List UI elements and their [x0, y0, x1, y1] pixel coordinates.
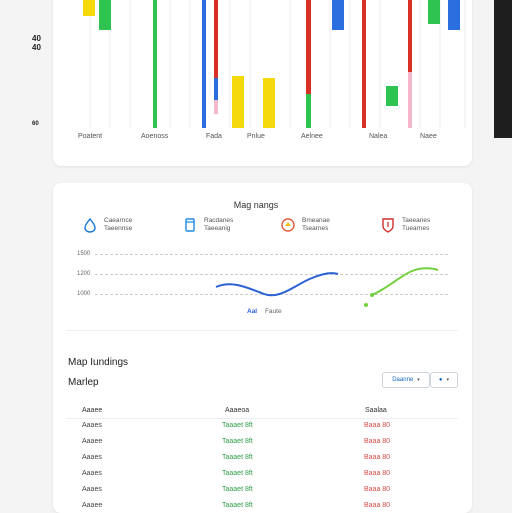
bar [386, 86, 398, 106]
table-cell: Taaaet 8ft [222, 454, 253, 461]
table-cell: Aaaee [82, 438, 103, 445]
bar [448, 0, 460, 30]
bar [332, 0, 344, 30]
x-axis-label: Naee [420, 133, 437, 140]
table-cell: Aaaes [82, 486, 102, 493]
series-point [364, 303, 368, 307]
stat-item: Taeeanes Tuearnes [380, 217, 430, 233]
bar [306, 94, 311, 128]
side-label: 60 [32, 121, 39, 127]
legend-item: Faute [264, 308, 282, 315]
warning-icon [281, 218, 295, 232]
bar [214, 0, 218, 78]
table-cell: Baaa 80 [364, 422, 391, 429]
table-cell: Aaaes [82, 422, 102, 429]
table-cell: Baaa 80 [364, 438, 391, 445]
gridline [95, 254, 448, 255]
bar [202, 0, 206, 128]
options-dropdown[interactable]: ● ▾ [430, 372, 458, 388]
table-cell: Taaaet 8ft [222, 438, 253, 445]
stat-line1: Caearnce [104, 217, 133, 224]
side-label: 40 [32, 43, 41, 52]
table-cell: Baaa 80 [364, 470, 391, 477]
shield-icon [382, 218, 394, 233]
x-axis-label: Aoenoss [141, 133, 169, 140]
y-axis-label: 1000 [77, 291, 91, 297]
x-axis-label: Pnlue [247, 133, 265, 140]
x-axis-label: Poatent [78, 133, 103, 140]
rankings-subtitle: Marlep [68, 377, 99, 388]
legend-item: Aal [247, 308, 258, 315]
section-divider [66, 330, 458, 331]
bar [83, 0, 95, 16]
stat-item: Bmeanae Tsearnes [280, 217, 330, 233]
x-axis-label: Nalea [369, 133, 388, 140]
x-axis-label: Fada [206, 133, 222, 140]
table-cell: Taaaet 8ft [222, 502, 253, 509]
table-cell: Baaa 80 [364, 502, 391, 509]
bar [263, 78, 275, 128]
bar [214, 78, 218, 100]
series-line-green [371, 267, 439, 296]
drop-icon [84, 217, 96, 233]
series-point [370, 293, 374, 297]
dot-icon: ● [438, 377, 443, 383]
stat-item: Racdanes Taeeanig [182, 217, 233, 233]
chevron-down-icon: ▾ [446, 377, 450, 383]
stat-line1: Bmeanae [302, 217, 330, 224]
bar [362, 0, 366, 128]
bar [408, 0, 412, 72]
table-cell: Taaaet 8ft [222, 470, 253, 477]
performance-card [53, 183, 472, 513]
gridline [95, 274, 448, 275]
y-axis-label: 1200 [77, 271, 91, 277]
stat-line1: Taeeanes [402, 217, 431, 224]
table-divider [66, 418, 458, 419]
column-header: Aaaeoa [225, 407, 250, 414]
bar [99, 0, 111, 30]
stat-item: Caearnce Taeennse [82, 217, 132, 233]
top-chart-card [53, 0, 472, 166]
table-cell: Taaaet 8ft [222, 486, 253, 493]
series-line-blue [215, 272, 339, 297]
column-header: Saalaa [365, 407, 387, 414]
y-axis-label: 1500 [77, 251, 91, 257]
dropdown-label: Daanne [392, 377, 414, 383]
table-cell: Baaa 80 [364, 486, 391, 493]
filter-dropdown[interactable]: Daanne ▾ [382, 372, 430, 388]
performance-title: Mag nangs [233, 200, 279, 210]
table-cell: Aaaes [82, 470, 102, 477]
table-cell: Aaaes [82, 454, 102, 461]
stat-line2: Taeeanig [204, 225, 231, 232]
stat-line2: Tsearnes [302, 225, 329, 232]
bar [408, 72, 412, 128]
rankings-title: Map Iundings [68, 357, 129, 368]
stat-line1: Racdanes [204, 217, 234, 224]
chart-legend: Aal Faute [247, 308, 282, 315]
stat-line2: Tuearnes [402, 225, 430, 232]
bar [153, 0, 157, 128]
cup-icon [185, 218, 195, 232]
chevron-down-icon: ▾ [417, 377, 420, 383]
stat-line2: Taeennse [104, 225, 133, 232]
bar [428, 0, 440, 24]
table-cell: Baaa 80 [364, 454, 391, 461]
side-label: 40 [32, 34, 41, 43]
table-cell: Taaaet 8ft [222, 422, 253, 429]
bar [306, 0, 311, 94]
side-dark-panel [494, 0, 512, 138]
bar [232, 76, 244, 128]
x-axis-label: Aelnee [301, 133, 323, 140]
table-cell: Aaaee [82, 502, 103, 509]
top-bar-chart [83, 0, 466, 128]
column-header: Aaaee [82, 407, 103, 414]
bar [214, 100, 218, 114]
